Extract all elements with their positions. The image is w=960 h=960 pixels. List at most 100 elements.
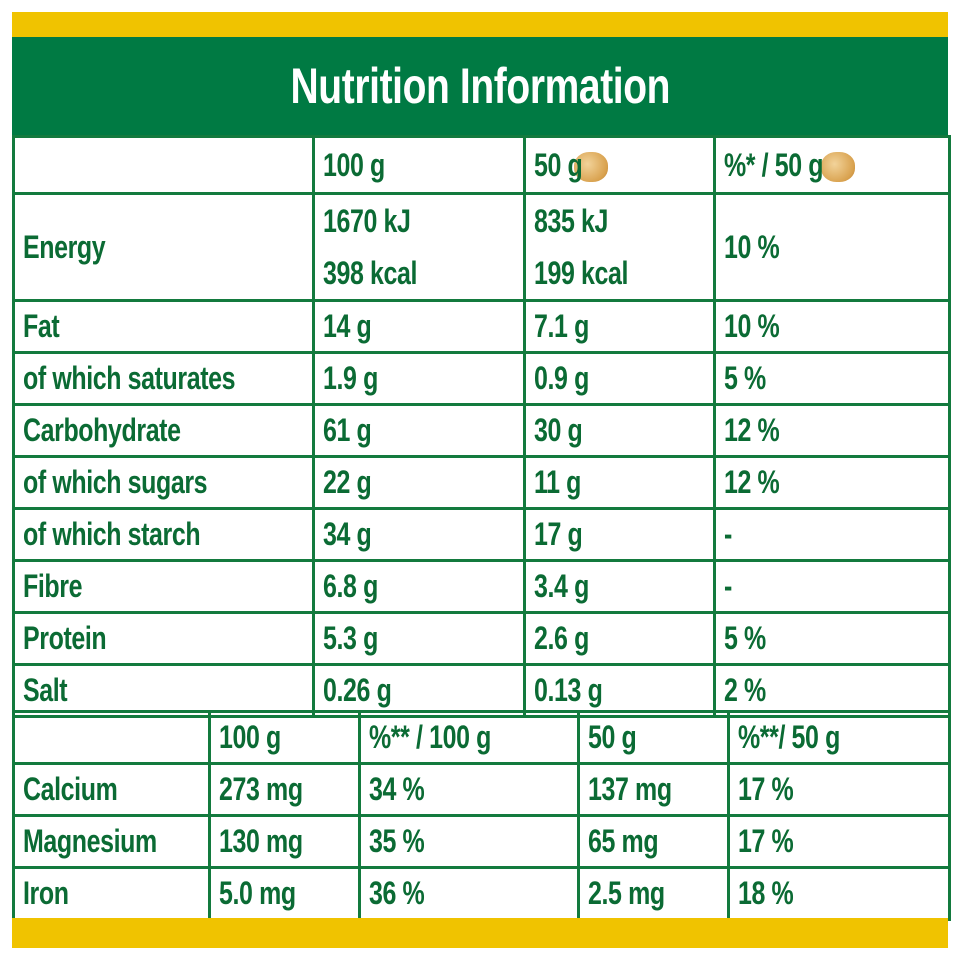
cell-text: 0.13 g [534, 672, 603, 708]
header-100g: 100 g [208, 710, 361, 765]
cell-text: 10 % [724, 308, 780, 344]
value-per-100g: 14 g [312, 299, 526, 354]
top-yellow-band [12, 12, 948, 37]
cell-text: %* / 50 g [724, 146, 824, 183]
cell-text: of which saturates [23, 360, 236, 396]
energy-pct: 10 % [713, 192, 951, 302]
value-pct: 5 % [713, 351, 951, 406]
cell-text: 17 % [738, 823, 794, 859]
table-row: Calcium 273 mg 34 % 137 mg 17 % [12, 762, 951, 817]
cell-text: 17 g [534, 516, 583, 552]
table-row: Fat 14 g 7.1 g 10 % [12, 299, 951, 354]
value-per-50g: 65 mg [577, 814, 730, 869]
value-per-50g: 0.13 g [523, 663, 716, 718]
value-per-50g: 137 mg [577, 762, 730, 817]
table-row: Salt 0.26 g 0.13 g 2 % [12, 663, 951, 718]
cell-text: 12 % [724, 464, 780, 500]
cell-text: 7.1 g [534, 308, 589, 344]
cell-text: 35 % [369, 823, 425, 859]
value-per-50g: 0.9 g [523, 351, 716, 406]
row-label: Salt [12, 663, 315, 718]
row-label: of which starch [12, 507, 315, 562]
cell-text: Fibre [23, 568, 83, 604]
header-pct-100g: %** / 100 g [358, 710, 580, 765]
cell-text: Energy [23, 228, 106, 265]
value-per-100g: 0.26 g [312, 663, 526, 718]
header-100g: 100 g [312, 135, 526, 195]
row-label: of which sugars [12, 455, 315, 510]
value-per-100g: 34 g [312, 507, 526, 562]
cell-text: Protein [23, 620, 107, 656]
cell-text: 100 g [219, 719, 281, 755]
table-row: of which saturates 1.9 g 0.9 g 5 % [12, 351, 951, 406]
value-per-50g: 2.5 mg [577, 866, 730, 921]
value-per-100g: 5.0 mg [208, 866, 361, 921]
table-row: of which sugars 22 g 11 g 12 % [12, 455, 951, 510]
value-pct-50g: 17 % [727, 762, 951, 817]
value-pct-100g: 36 % [358, 866, 580, 921]
cereal-piece-icon [821, 152, 856, 183]
row-label: Carbohydrate [12, 403, 315, 458]
cell-text: Salt [23, 672, 68, 708]
cell-text: of which starch [23, 516, 201, 552]
cell-text: 3.4 g [534, 568, 589, 604]
cell-text: 5 % [724, 360, 766, 396]
cell-text: 50 g [588, 719, 637, 755]
cell-text: 5.3 g [323, 620, 378, 656]
cell-text: 2.6 g [534, 620, 589, 656]
value-pct: 2 % [713, 663, 951, 718]
cereal-piece-icon [574, 152, 609, 183]
cell-text: 22 g [323, 464, 372, 500]
value-per-50g: 3.4 g [523, 559, 716, 614]
value-pct-100g: 35 % [358, 814, 580, 869]
nutrition-table: 100 g 50 g %* / 50 g Energy 1670 kJ 398 k… [12, 135, 951, 718]
cell-text: Carbohydrate [23, 412, 181, 448]
value-per-50g: 30 g [523, 403, 716, 458]
value-per-100g: 22 g [312, 455, 526, 510]
value-pct-50g: 17 % [727, 814, 951, 869]
header-cell-empty [12, 710, 211, 765]
row-label: Calcium [12, 762, 211, 817]
cell-text: 6.8 g [323, 568, 378, 604]
cell-text: of which sugars [23, 464, 208, 500]
cell-text: 398 kcal [323, 255, 418, 291]
value-per-50g: 7.1 g [523, 299, 716, 354]
table-header-row: 100 g 50 g %* / 50 g [12, 135, 951, 195]
title-banner: Nutrition Information [12, 37, 948, 135]
row-label: of which saturates [12, 351, 315, 406]
cell-text: 1670 kJ [323, 203, 411, 239]
cell-text: 0.26 g [323, 672, 392, 708]
cell-text: 130 mg [219, 823, 303, 859]
cell-text: %**/ 50 g [738, 719, 840, 755]
value-pct: 10 % [713, 299, 951, 354]
table-row: Carbohydrate 61 g 30 g 12 % [12, 403, 951, 458]
cell-text: 5 % [724, 620, 766, 656]
cell-text: - [724, 516, 732, 552]
cell-text: Iron [23, 875, 69, 911]
nutrition-panel: Nutrition Information 100 g 50 g %* / 50… [12, 12, 951, 948]
value-per-50g: 17 g [523, 507, 716, 562]
cell-text: 14 g [323, 308, 372, 344]
cell-text: 50 g [534, 146, 583, 183]
minerals-header-row: 100 g %** / 100 g 50 g %**/ 50 g [12, 710, 951, 765]
cell-text: 36 % [369, 875, 425, 911]
page-title: Nutrition Information [290, 58, 670, 114]
value-pct: - [713, 507, 951, 562]
bottom-yellow-band [12, 918, 948, 948]
cell-text: %** / 100 g [369, 719, 491, 755]
cell-text: 273 mg [219, 771, 303, 807]
table-row-energy: Energy 1670 kJ 398 kcal 835 kJ 199 kcal 10… [12, 192, 951, 302]
header-50g: 50 g [577, 710, 730, 765]
cell-text: 199 kcal [534, 255, 629, 291]
header-pct-50g: %**/ 50 g [727, 710, 951, 765]
value-per-50g: 2.6 g [523, 611, 716, 666]
row-label: Iron [12, 866, 211, 921]
table-row: Iron 5.0 mg 36 % 2.5 mg 18 % [12, 866, 951, 921]
cell-text: 100 g [323, 146, 385, 183]
value-pct: 12 % [713, 455, 951, 510]
cell-text: 30 g [534, 412, 583, 448]
cell-text: 2 % [724, 672, 766, 708]
cell-text: 1.9 g [323, 360, 378, 396]
energy-per-100g: 1670 kJ 398 kcal [312, 192, 526, 302]
cell-text: Magnesium [23, 823, 157, 859]
